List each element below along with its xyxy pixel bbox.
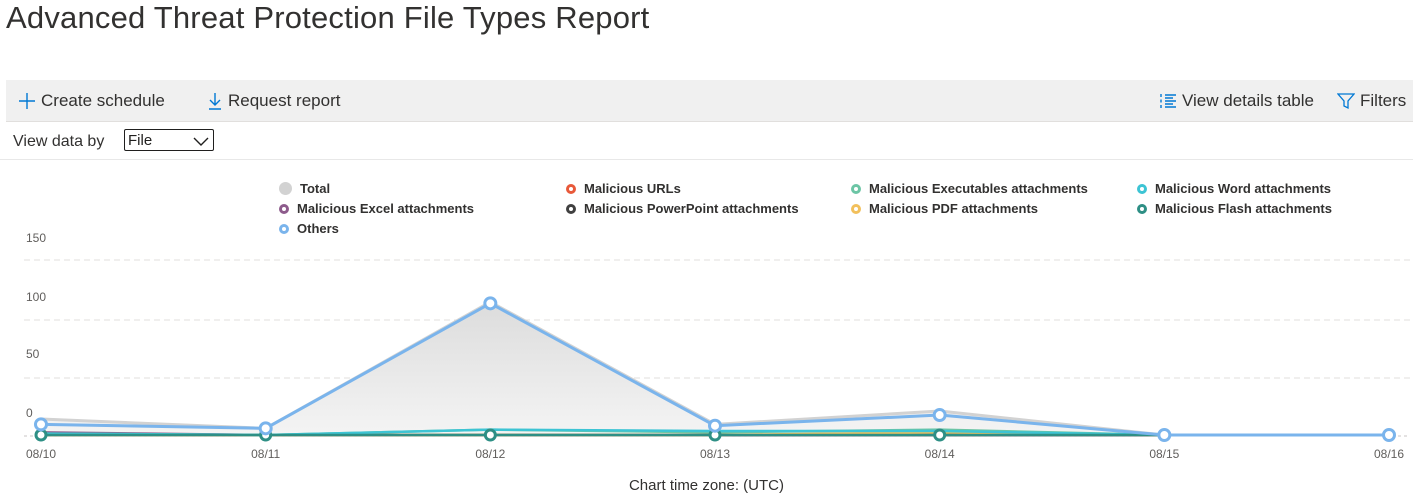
view-details-table-label: View details table: [1182, 90, 1314, 110]
total-line: [40, 300, 1389, 437]
series-line-others: [40, 301, 1389, 437]
x-tick-label: 08/13: [700, 447, 730, 461]
data-point-flash: [34, 428, 48, 442]
list-icon: [1159, 92, 1177, 110]
data-point-others: [1382, 428, 1396, 442]
filters-label: Filters: [1360, 90, 1407, 110]
y-tick-label: 100: [26, 290, 46, 304]
legend-label: Malicious PowerPoint attachments: [584, 201, 799, 216]
view-by-label: View data by: [13, 133, 105, 150]
request-report-button[interactable]: Request report: [207, 80, 340, 121]
data-point-others: [34, 417, 48, 432]
y-tick-label: 0: [26, 406, 33, 420]
download-icon: [207, 92, 223, 110]
legend-item-malicious-powerpoint-attachments[interactable]: Malicious PowerPoint attachments: [566, 201, 799, 216]
x-tick-label: 08/10: [26, 447, 56, 461]
legend-label: Malicious Flash attachments: [1155, 201, 1332, 216]
total-area: [41, 302, 1389, 435]
legend-marker-icon: [1137, 183, 1147, 194]
x-axis-title: Chart time zone: (UTC): [628, 477, 785, 494]
y-tick-label: 50: [26, 347, 40, 361]
legend-marker-icon: [851, 183, 861, 194]
x-tick-label: 08/16: [1374, 447, 1404, 461]
view-by-bar: View data by File: [0, 121, 1413, 160]
filter-icon: [1337, 92, 1355, 110]
legend-item-malicious-excel-attachments[interactable]: Malicious Excel attachments: [279, 201, 474, 216]
legend-marker-icon: [279, 223, 289, 234]
x-tick-label: 08/12: [475, 447, 505, 461]
legend-label: Malicious Excel attachments: [297, 201, 475, 216]
data-point-others: [932, 408, 947, 423]
legend-label: Malicious Executables attachments: [869, 181, 1088, 196]
legend-item-malicious-executables-attachments[interactable]: Malicious Executables attachments: [851, 181, 1088, 196]
data-point-others: [708, 418, 722, 433]
create-schedule-label: Create schedule: [41, 90, 165, 110]
legend-marker-icon: [279, 203, 289, 214]
legend-item-malicious-flash-attachments[interactable]: Malicious Flash attachments: [1137, 201, 1332, 216]
view-by-selected: File: [128, 131, 153, 149]
legend-marker-icon: [566, 183, 576, 194]
legend-item-malicious-urls[interactable]: Malicious URLs: [566, 181, 681, 196]
data-point-flash: [483, 428, 497, 442]
page-title: Advanced Threat Protection File Types Re…: [6, 0, 650, 35]
view-details-table-button[interactable]: View details table: [1159, 80, 1314, 121]
create-schedule-button[interactable]: Create schedule: [18, 80, 165, 121]
filters-button[interactable]: Filters: [1337, 80, 1406, 121]
legend-marker-icon: [851, 203, 861, 214]
legend-item-total[interactable]: Total: [279, 181, 330, 196]
legend-label: Malicious PDF attachments: [869, 201, 1039, 216]
legend-item-others[interactable]: Others: [279, 221, 339, 236]
data-point-others: [258, 421, 273, 436]
legend-item-malicious-pdf-attachments[interactable]: Malicious PDF attachments: [851, 201, 1038, 216]
x-tick-label: 08/14: [925, 447, 955, 461]
plus-icon: [18, 92, 36, 110]
view-by-select[interactable]: File: [124, 129, 214, 151]
legend-label: Total: [300, 181, 331, 196]
legend-label: Others: [297, 221, 339, 236]
command-bar: Create schedule Request report View deta…: [6, 80, 1413, 122]
legend-marker-icon: [566, 203, 576, 214]
legend-marker-icon: [279, 182, 292, 195]
data-point-others: [483, 296, 498, 311]
line-chart: 150 100 50 0 08/10 08/11 08/12 08/13 08/14 08/15 0…: [24, 231, 1410, 461]
legend-label: Malicious URLs: [584, 181, 681, 196]
legend-marker-icon: [1137, 203, 1147, 214]
chevron-down-icon: [193, 134, 209, 151]
legend-item-malicious-word-attachments[interactable]: Malicious Word attachments: [1137, 181, 1331, 196]
legend-label: Malicious Word attachments: [1155, 181, 1332, 196]
data-point-others: [1157, 428, 1172, 442]
data-point-flash: [933, 428, 947, 442]
x-tick-label: 08/11: [251, 447, 280, 461]
y-tick-label: 150: [26, 231, 46, 245]
request-report-label: Request report: [228, 90, 341, 110]
x-tick-label: 08/15: [1149, 447, 1179, 461]
